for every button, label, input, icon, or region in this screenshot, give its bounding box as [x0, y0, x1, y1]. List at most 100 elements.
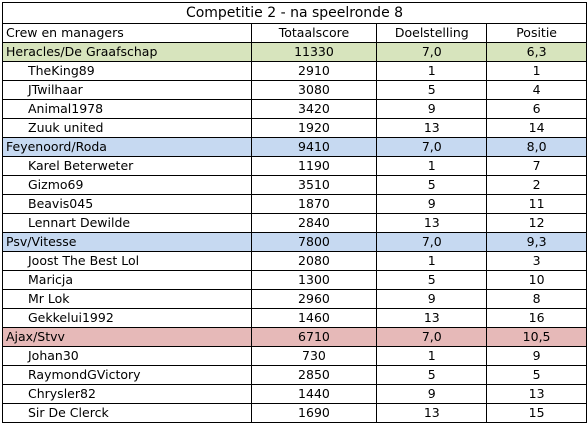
manager-position: 13: [486, 384, 587, 404]
manager-name: Lennart Dewilde: [2, 213, 252, 233]
manager-row: Beavis045 1870 9 11: [2, 194, 587, 214]
manager-score: 2850: [250, 365, 378, 385]
manager-goal: 9: [376, 194, 488, 214]
manager-name: Sir De Clerck: [2, 403, 252, 423]
team-goal: 7,0: [376, 42, 488, 62]
manager-position: 15: [486, 403, 587, 423]
manager-name: Animal1978: [2, 99, 252, 119]
title-row: Competitie 2 - na speelronde 8: [2, 2, 587, 24]
team-goal: 7,0: [376, 137, 488, 157]
manager-name: Maricja: [2, 270, 252, 290]
manager-position: 16: [486, 308, 587, 328]
manager-row: Animal1978 3420 9 6: [2, 99, 587, 119]
manager-goal: 13: [376, 118, 488, 138]
manager-name: Karel Beterweter: [2, 156, 252, 176]
manager-goal: 5: [376, 80, 488, 100]
manager-name: Joost The Best Lol: [2, 251, 252, 271]
team-position: 9,3: [486, 232, 587, 252]
manager-goal: 5: [376, 175, 488, 195]
manager-position: 14: [486, 118, 587, 138]
manager-score: 1460: [250, 308, 378, 328]
manager-row: Lennart Dewilde 2840 13 12: [2, 213, 587, 233]
manager-row: JTwilhaar 3080 5 4: [2, 80, 587, 100]
manager-score: 3080: [250, 80, 378, 100]
manager-goal: 5: [376, 270, 488, 290]
team-position: 8,0: [486, 137, 587, 157]
manager-goal: 1: [376, 346, 488, 366]
manager-name: Gekkelui1992: [2, 308, 252, 328]
manager-row: Maricja 1300 5 10: [2, 270, 587, 290]
manager-position: 5: [486, 365, 587, 385]
manager-score: 1440: [250, 384, 378, 404]
manager-goal: 13: [376, 213, 488, 233]
manager-position: 8: [486, 289, 587, 309]
team-row: Psv/Vitesse 7800 7,0 9,3: [2, 232, 587, 252]
manager-name: Beavis045: [2, 194, 252, 214]
team-score: 11330: [250, 42, 378, 62]
manager-score: 1920: [250, 118, 378, 138]
team-row: Heracles/De Graafschap 11330 7,0 6,3: [2, 42, 587, 62]
manager-score: 2840: [250, 213, 378, 233]
team-score: 6710: [250, 327, 378, 347]
manager-position: 3: [486, 251, 587, 271]
manager-score: 2910: [250, 61, 378, 81]
manager-row: Sir De Clerck 1690 13 15: [2, 403, 587, 423]
manager-row: Karel Beterweter 1190 1 7: [2, 156, 587, 176]
manager-position: 9: [486, 346, 587, 366]
manager-goal: 5: [376, 365, 488, 385]
manager-goal: 1: [376, 251, 488, 271]
team-score: 7800: [250, 232, 378, 252]
team-row: Ajax/Stvv 6710 7,0 10,5: [2, 327, 587, 347]
manager-position: 11: [486, 194, 587, 214]
manager-score: 1690: [250, 403, 378, 423]
manager-name: RaymondGVictory: [2, 365, 252, 385]
manager-score: 1300: [250, 270, 378, 290]
manager-position: 7: [486, 156, 587, 176]
manager-row: RaymondGVictory 2850 5 5: [2, 365, 587, 385]
manager-name: Zuuk united: [2, 118, 252, 138]
manager-position: 1: [486, 61, 587, 81]
team-name: Heracles/De Graafschap: [2, 42, 252, 62]
manager-row: Johan30 730 1 9: [2, 346, 587, 366]
manager-score: 1190: [250, 156, 378, 176]
manager-name: JTwilhaar: [2, 80, 252, 100]
team-goal: 7,0: [376, 327, 488, 347]
team-position: 6,3: [486, 42, 587, 62]
manager-row: Zuuk united 1920 13 14: [2, 118, 587, 138]
header-crew: Crew en managers: [2, 23, 252, 43]
manager-score: 3510: [250, 175, 378, 195]
team-score: 9410: [250, 137, 378, 157]
manager-name: Gizmo69: [2, 175, 252, 195]
manager-row: Gekkelui1992 1460 13 16: [2, 308, 587, 328]
manager-position: 6: [486, 99, 587, 119]
team-row: Feyenoord/Roda 9410 7,0 8,0: [2, 137, 587, 157]
manager-score: 3420: [250, 99, 378, 119]
manager-position: 12: [486, 213, 587, 233]
manager-position: 4: [486, 80, 587, 100]
header-row: Crew en managers Totaalscore Doelstellin…: [2, 23, 587, 43]
manager-name: Chrysler82: [2, 384, 252, 404]
manager-goal: 13: [376, 403, 488, 423]
manager-row: Chrysler82 1440 9 13: [2, 384, 587, 404]
manager-goal: 1: [376, 61, 488, 81]
manager-score: 730: [250, 346, 378, 366]
manager-name: TheKing89: [2, 61, 252, 81]
manager-goal: 1: [376, 156, 488, 176]
team-name: Psv/Vitesse: [2, 232, 252, 252]
sheet-title: Competitie 2 - na speelronde 8: [2, 2, 587, 24]
manager-score: 2960: [250, 289, 378, 309]
manager-position: 10: [486, 270, 587, 290]
manager-name: Johan30: [2, 346, 252, 366]
manager-score: 2080: [250, 251, 378, 271]
manager-row: Gizmo69 3510 5 2: [2, 175, 587, 195]
header-positie: Positie: [486, 23, 587, 43]
manager-goal: 13: [376, 308, 488, 328]
manager-row: Mr Lok 2960 9 8: [2, 289, 587, 309]
team-name: Feyenoord/Roda: [2, 137, 252, 157]
manager-position: 2: [486, 175, 587, 195]
manager-name: Mr Lok: [2, 289, 252, 309]
manager-goal: 9: [376, 99, 488, 119]
manager-score: 1870: [250, 194, 378, 214]
